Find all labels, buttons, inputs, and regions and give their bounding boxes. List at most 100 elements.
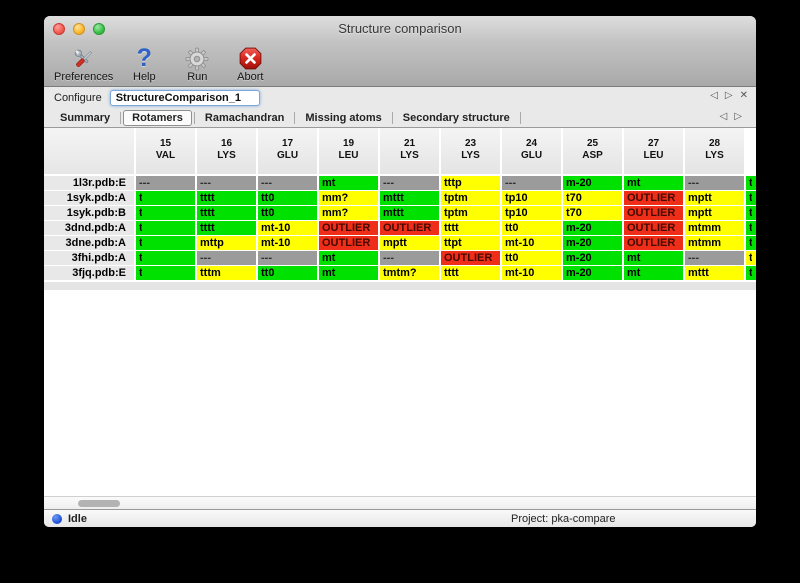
rotamer-cell[interactable]: OUTLIER bbox=[319, 236, 378, 250]
tab-missing-atoms[interactable]: Missing atoms bbox=[305, 111, 382, 124]
rotamer-cell[interactable]: t bbox=[136, 221, 195, 235]
rotamer-cell-partial[interactable]: t bbox=[746, 251, 756, 265]
abort-button[interactable]: Abort bbox=[228, 45, 272, 83]
rotamer-cell[interactable]: mt-10 bbox=[502, 266, 561, 280]
rotamer-cell[interactable]: mt bbox=[319, 266, 378, 280]
row-label[interactable]: 1syk.pdb:A bbox=[44, 191, 134, 205]
tab-rotamers[interactable]: Rotamers bbox=[123, 109, 192, 126]
preferences-button[interactable]: Preferences bbox=[54, 45, 113, 83]
rotamer-cell[interactable]: t bbox=[136, 251, 195, 265]
rotamer-cell[interactable]: --- bbox=[136, 176, 195, 190]
tab-secondary-structure[interactable]: Secondary structure bbox=[402, 111, 510, 124]
rotamer-cell[interactable]: tttt bbox=[441, 221, 500, 235]
row-label[interactable]: 3dne.pdb:A bbox=[44, 236, 134, 250]
rotamer-cell[interactable]: tptm bbox=[441, 206, 500, 220]
rotamer-cell[interactable]: tttt bbox=[197, 206, 256, 220]
row-label[interactable]: 3dnd.pdb:A bbox=[44, 221, 134, 235]
rotamer-cell[interactable]: OUTLIER bbox=[624, 206, 683, 220]
rotamer-cell[interactable]: mm? bbox=[319, 191, 378, 205]
rotamer-cell[interactable]: --- bbox=[197, 251, 256, 265]
rotamer-cell[interactable]: mt-10 bbox=[502, 236, 561, 250]
rotamer-cell[interactable]: --- bbox=[685, 251, 744, 265]
row-label[interactable]: 1syk.pdb:B bbox=[44, 206, 134, 220]
column-header[interactable]: 15 VAL bbox=[136, 128, 195, 174]
rotamer-cell[interactable]: mt bbox=[319, 251, 378, 265]
rotamer-cell[interactable]: mttt bbox=[685, 266, 744, 280]
tab-back-icon[interactable]: ◁ bbox=[719, 111, 728, 122]
rotamer-cell[interactable]: t bbox=[136, 206, 195, 220]
nav-forward-icon[interactable]: ▷ bbox=[724, 90, 733, 101]
rotamer-cell[interactable]: m-20 bbox=[563, 251, 622, 265]
rotamer-cell[interactable]: tp10 bbox=[502, 206, 561, 220]
rotamer-cell[interactable]: t70 bbox=[563, 206, 622, 220]
rotamer-cell[interactable]: t bbox=[136, 191, 195, 205]
rotamer-cell[interactable]: m-20 bbox=[563, 236, 622, 250]
rotamer-cell[interactable]: OUTLIER bbox=[380, 221, 439, 235]
close-icon[interactable]: ✕ bbox=[739, 90, 748, 101]
rotamer-cell[interactable]: mtmm bbox=[685, 221, 744, 235]
rotamer-cell[interactable]: tt0 bbox=[258, 266, 317, 280]
titlebar[interactable]: Structure comparison bbox=[44, 16, 756, 43]
nav-back-icon[interactable]: ◁ bbox=[710, 90, 718, 101]
rotamer-cell[interactable]: mttt bbox=[380, 191, 439, 205]
column-header[interactable]: 25 ASP bbox=[563, 128, 622, 174]
rotamer-cell[interactable]: m-20 bbox=[563, 221, 622, 235]
rotamer-cell[interactable]: tt0 bbox=[502, 221, 561, 235]
rotamer-cell[interactable]: --- bbox=[197, 176, 256, 190]
column-header[interactable]: 19 LEU bbox=[319, 128, 378, 174]
column-header[interactable]: 27 LEU bbox=[624, 128, 683, 174]
rotamer-cell[interactable]: tptm bbox=[441, 191, 500, 205]
rotamer-cell[interactable]: t70 bbox=[563, 191, 622, 205]
rotamer-cell[interactable]: tt0 bbox=[258, 206, 317, 220]
rotamer-cell[interactable]: mptt bbox=[380, 236, 439, 250]
rotamer-cell[interactable]: OUTLIER bbox=[441, 251, 500, 265]
help-button[interactable]: ? Help bbox=[122, 45, 166, 83]
rotamer-cell[interactable]: t bbox=[136, 236, 195, 250]
rotamer-cell[interactable]: tt0 bbox=[502, 251, 561, 265]
rotamer-cell[interactable]: mttp bbox=[197, 236, 256, 250]
rotamer-cell[interactable]: mptt bbox=[685, 206, 744, 220]
rotamer-cell[interactable]: m-20 bbox=[563, 266, 622, 280]
rotamer-cell[interactable]: tttt bbox=[197, 191, 256, 205]
rotamer-cell[interactable]: mptt bbox=[685, 191, 744, 205]
rotamer-cell[interactable]: --- bbox=[380, 251, 439, 265]
rotamer-cell[interactable]: mt bbox=[624, 176, 683, 190]
column-header[interactable]: 23 LYS bbox=[441, 128, 500, 174]
rotamer-cell[interactable]: tttt bbox=[197, 221, 256, 235]
rotamer-cell[interactable]: mttt bbox=[380, 206, 439, 220]
rotamer-cell[interactable]: OUTLIER bbox=[624, 236, 683, 250]
column-header[interactable]: 28 LYS bbox=[685, 128, 744, 174]
rotamer-cell-partial[interactable]: t bbox=[746, 176, 756, 190]
rotamer-cell[interactable]: --- bbox=[685, 176, 744, 190]
rotamer-cell[interactable]: mt bbox=[624, 266, 683, 280]
rotamer-cell[interactable]: mt bbox=[319, 176, 378, 190]
configure-input[interactable] bbox=[109, 89, 260, 106]
row-label[interactable]: 3fjq.pdb:E bbox=[44, 266, 134, 280]
row-label[interactable]: 3fhi.pdb:A bbox=[44, 251, 134, 265]
scrollbar-thumb[interactable] bbox=[78, 500, 120, 507]
rotamer-cell-partial[interactable]: t bbox=[746, 236, 756, 250]
horizontal-scrollbar[interactable] bbox=[44, 496, 756, 509]
rotamer-cell[interactable]: t bbox=[136, 266, 195, 280]
tab-forward-icon[interactable]: ▷ bbox=[734, 111, 742, 122]
rotamer-cell[interactable]: OUTLIER bbox=[624, 191, 683, 205]
rotamer-cell[interactable]: --- bbox=[380, 176, 439, 190]
rotamer-cell[interactable]: mt bbox=[624, 251, 683, 265]
rotamer-cell[interactable]: mm? bbox=[319, 206, 378, 220]
row-label[interactable]: 1l3r.pdb:E bbox=[44, 176, 134, 190]
rotamer-cell[interactable]: --- bbox=[502, 176, 561, 190]
minimize-window-icon[interactable] bbox=[73, 23, 85, 35]
column-header[interactable]: 17 GLU bbox=[258, 128, 317, 174]
rotamer-cell[interactable]: m-20 bbox=[563, 176, 622, 190]
rotamer-cell-partial[interactable]: t bbox=[746, 221, 756, 235]
rotamer-cell[interactable]: tp10 bbox=[502, 191, 561, 205]
rotamer-cell[interactable]: tttp bbox=[441, 176, 500, 190]
column-header[interactable]: 16 LYS bbox=[197, 128, 256, 174]
rotamer-cell[interactable]: ttpt bbox=[441, 236, 500, 250]
rotamer-cell[interactable]: OUTLIER bbox=[624, 221, 683, 235]
rotamer-cell[interactable]: mtmm bbox=[685, 236, 744, 250]
zoom-window-icon[interactable] bbox=[93, 23, 105, 35]
rotamer-cell[interactable]: tt0 bbox=[258, 191, 317, 205]
rotamer-cell[interactable]: --- bbox=[258, 176, 317, 190]
column-header[interactable]: 24 GLU bbox=[502, 128, 561, 174]
